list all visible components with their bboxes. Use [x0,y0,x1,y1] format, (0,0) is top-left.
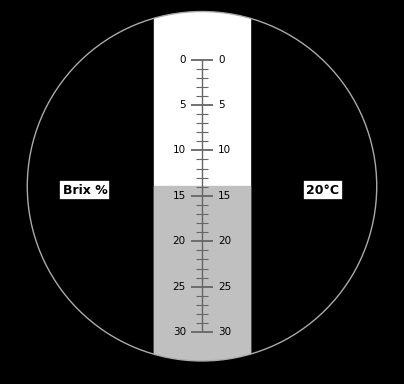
Text: 20: 20 [218,236,231,246]
Text: 30: 30 [173,327,186,337]
Text: 25: 25 [173,282,186,292]
Text: 10: 10 [173,146,186,156]
Text: 20: 20 [173,236,186,246]
Text: 0: 0 [218,55,225,65]
Text: 15: 15 [173,191,186,201]
Text: 0: 0 [179,55,186,65]
Text: 5: 5 [218,100,225,110]
Text: 5: 5 [179,100,186,110]
Text: 25: 25 [218,282,231,292]
Bar [154,6,250,369]
Text: 15: 15 [218,191,231,201]
Bar [154,186,250,369]
Text: Brix %: Brix % [63,184,107,197]
Text: 30: 30 [218,327,231,337]
Text: 20°C: 20°C [307,184,339,197]
Text: Field of View: Field of View [29,15,120,28]
Text: 10: 10 [218,146,231,156]
